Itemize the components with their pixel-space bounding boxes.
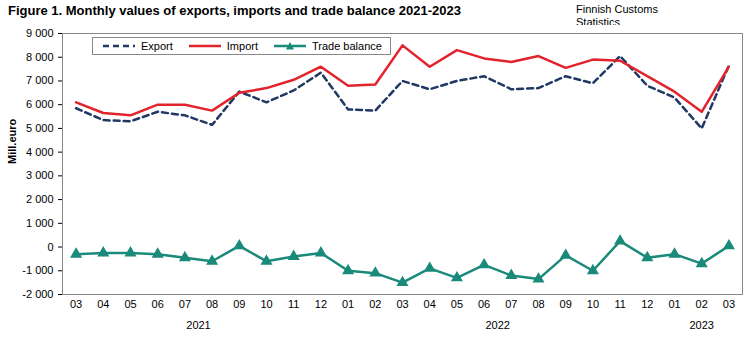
svg-text:11: 11 [614, 298, 625, 310]
svg-text:8 000: 8 000 [26, 51, 54, 63]
svg-text:6 000: 6 000 [26, 98, 54, 110]
svg-text:-1 000: -1 000 [22, 264, 53, 276]
html-text:Figure 1. Monthly values of ex: Figure 1. Monthly values of exports, imp… [8, 3, 461, 18]
svg-text:04: 04 [97, 298, 109, 310]
svg-text:06: 06 [152, 298, 164, 310]
svg-text:2021: 2021 [186, 319, 210, 331]
svg-text:02: 02 [369, 298, 381, 310]
svg-text:05: 05 [451, 298, 463, 310]
svg-text:08: 08 [532, 298, 544, 310]
svg-text:01: 01 [342, 298, 354, 310]
svg-text:Mill.euro: Mill.euro [6, 118, 18, 164]
html-text:Export: Export [141, 40, 173, 52]
svg-text:2023: 2023 [689, 319, 713, 331]
html-text:Trade balance: Trade balance [312, 40, 382, 52]
svg-text:0: 0 [47, 241, 53, 253]
svg-text:-2 000: -2 000 [22, 288, 53, 300]
svg-text:03: 03 [396, 298, 408, 310]
svg-text:2022: 2022 [485, 319, 509, 331]
svg-text:09: 09 [233, 298, 245, 310]
svg-text:05: 05 [124, 298, 136, 310]
svg-text:02: 02 [696, 298, 708, 310]
html-text:Import: Import [226, 40, 258, 52]
svg-text:4 000: 4 000 [26, 146, 54, 158]
svg-text:12: 12 [315, 298, 327, 310]
svg-text:01: 01 [668, 298, 680, 310]
svg-text:04: 04 [424, 298, 436, 310]
html-text:Finnish Customs Statistics: Finnish Customs Statistics [576, 3, 658, 28]
svg-text:07: 07 [179, 298, 191, 310]
svg-text:09: 09 [560, 298, 572, 310]
svg-text:03: 03 [723, 298, 735, 310]
svg-text:5 000: 5 000 [26, 122, 54, 134]
svg-text:11: 11 [288, 298, 299, 310]
svg-text:06: 06 [478, 298, 490, 310]
svg-text:9 000: 9 000 [26, 27, 54, 39]
svg-text:7 000: 7 000 [26, 74, 54, 86]
svg-text:03: 03 [70, 298, 82, 310]
svg-text:2 000: 2 000 [26, 193, 54, 205]
svg-text:10: 10 [260, 298, 272, 310]
svg-text:3 000: 3 000 [26, 169, 54, 181]
svg-text:12: 12 [641, 298, 653, 310]
svg-text:1 000: 1 000 [26, 217, 54, 229]
svg-text:07: 07 [505, 298, 517, 310]
svg-text:08: 08 [206, 298, 218, 310]
svg-text:10: 10 [587, 298, 599, 310]
